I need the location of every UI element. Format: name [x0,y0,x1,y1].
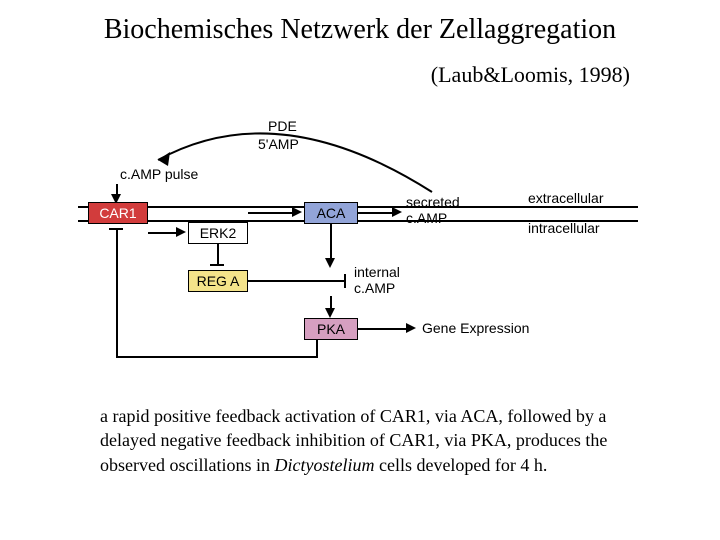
label-five-amp: 5'AMP [258,136,299,152]
edge-secreted-camp-feedback [78,110,638,380]
caption-post: cells developed for 4 h. [374,455,547,475]
network-diagram: extracellular intracellular c.AMP pulse … [78,110,638,380]
caption: a rapid positive feedback activation of … [100,404,660,477]
label-pde: PDE [268,118,297,134]
caption-italic: Dictyostelium [274,455,374,475]
page-title: Biochemisches Netzwerk der Zellaggregati… [0,14,720,46]
citation: (Laub&Loomis, 1998) [431,62,630,88]
